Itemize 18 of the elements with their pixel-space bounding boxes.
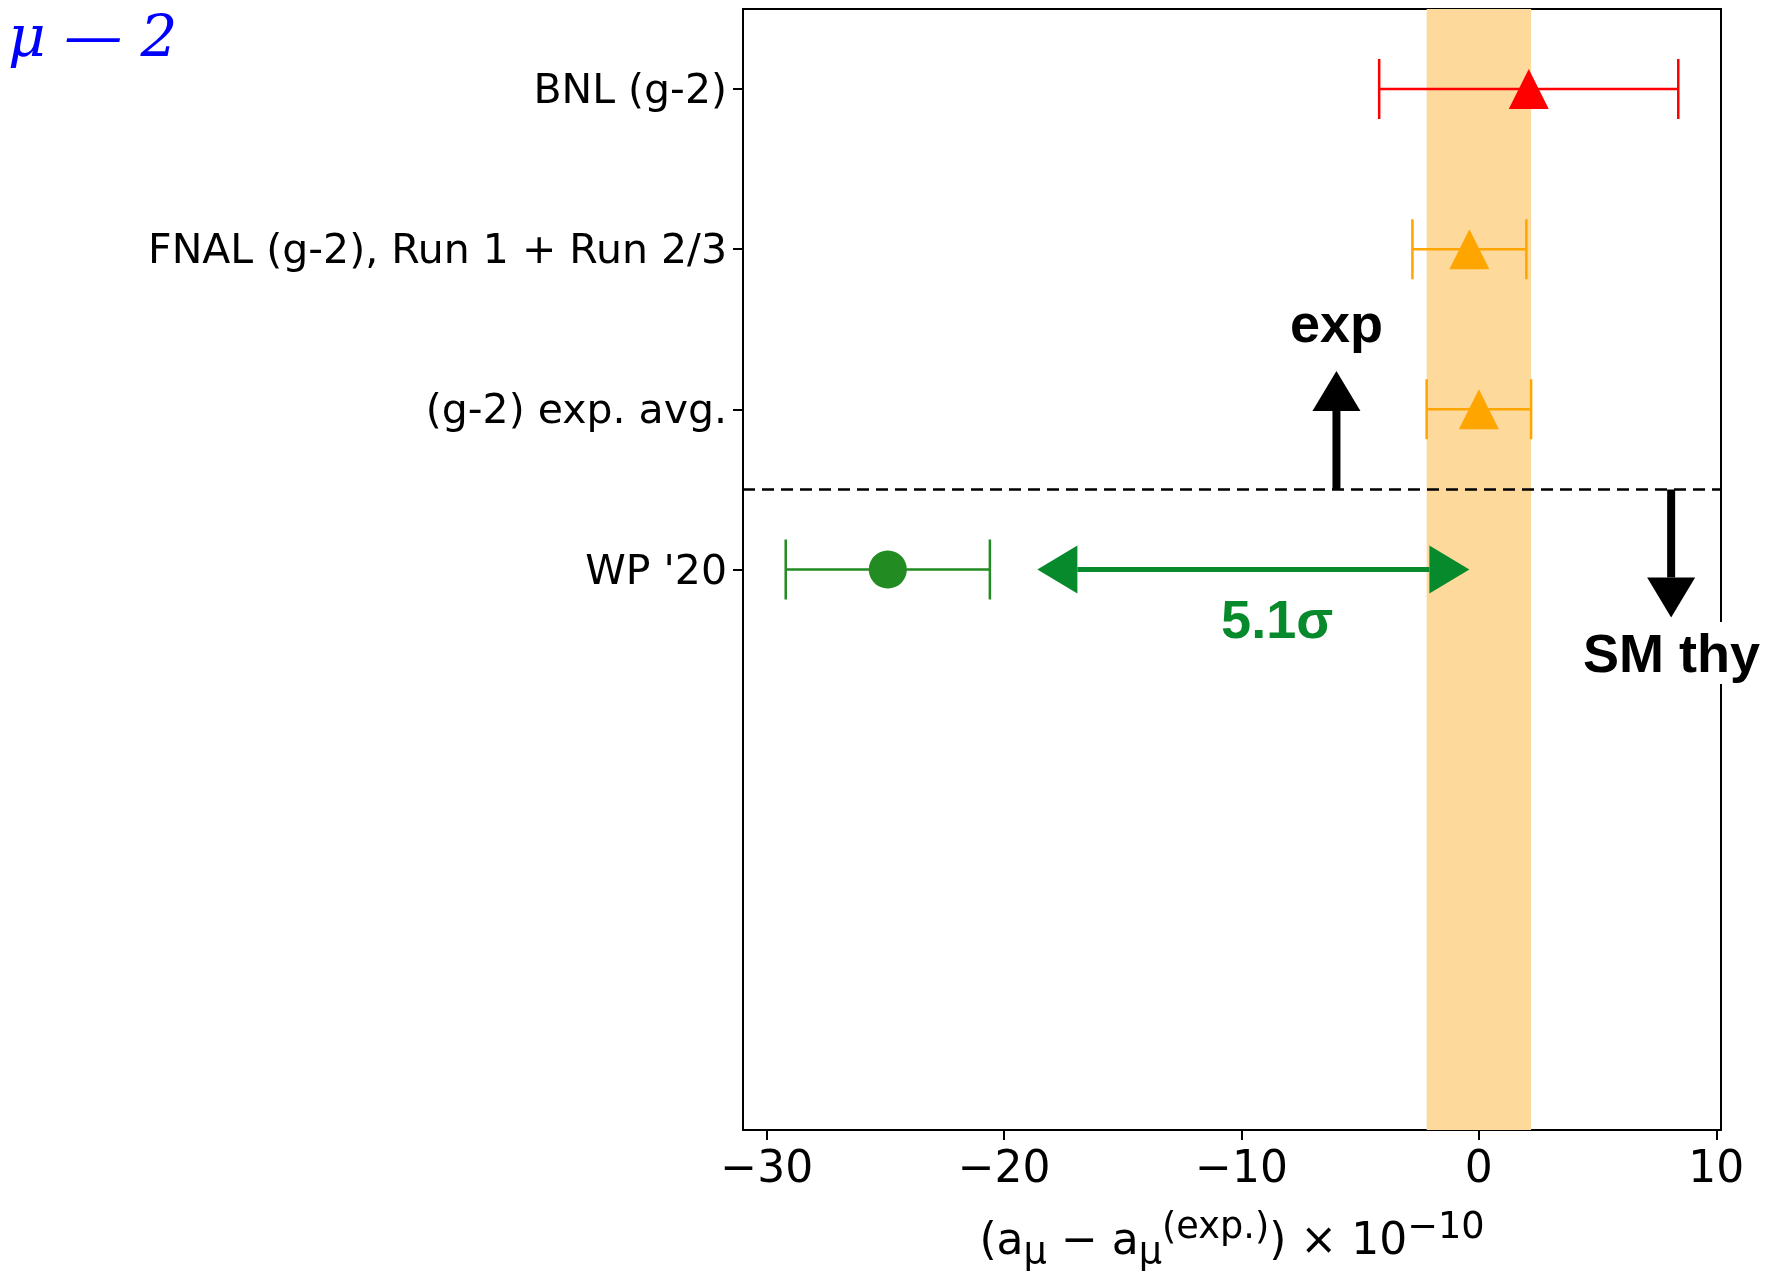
y-tick-label: BNL (g-2) xyxy=(533,65,727,114)
x-tick-label: 0 xyxy=(1464,1140,1493,1192)
x-tick-label: −30 xyxy=(720,1140,814,1192)
point xyxy=(1508,69,1549,110)
annotation: 5.1σ xyxy=(1221,588,1334,651)
x-tick-label: −10 xyxy=(1195,1140,1288,1192)
x-axis-title: (a$_{μ}$ − a$_{μ}$$^{(exp.)}$) × 10$^{−10}$ xyxy=(979,1203,1485,1273)
text: μ — 2 xyxy=(8,2,178,70)
y-tick-label: FNAL (g-2), Run 1 + Run 2/3 xyxy=(148,225,727,274)
y-tick-label: WP '20 xyxy=(585,545,727,594)
point xyxy=(1458,389,1499,430)
point xyxy=(868,550,907,589)
x-tick-label: 10 xyxy=(1688,1140,1745,1192)
point xyxy=(1449,229,1490,270)
annotation: SM thy xyxy=(1582,621,1760,684)
y-tick-label: (g-2) exp. avg. xyxy=(425,385,727,434)
x-tick-label: −20 xyxy=(957,1140,1051,1192)
annotation: exp xyxy=(1289,291,1383,354)
